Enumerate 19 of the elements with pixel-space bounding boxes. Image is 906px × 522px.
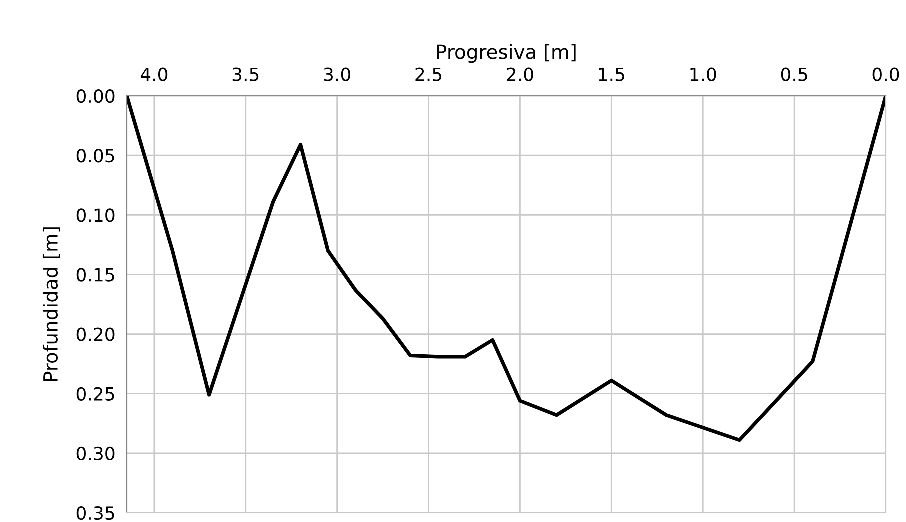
y-tick-label: 0.10 xyxy=(76,208,115,222)
y-tick-label: 0.30 xyxy=(76,446,115,461)
x-tick-label: 3.5 xyxy=(232,68,259,82)
y-axis-title: Profundidad [m] xyxy=(42,228,60,382)
y-tick-label: 0.20 xyxy=(76,328,115,342)
x-tick-label: 0.0 xyxy=(872,68,900,82)
x-tick-label: 1.5 xyxy=(599,68,624,82)
x-tick-label: 1.0 xyxy=(690,68,716,82)
x-tick-label: 4.0 xyxy=(140,68,168,82)
x-tick-label: 2.5 xyxy=(416,68,442,82)
x-tick-label: 3.0 xyxy=(324,68,350,82)
y-tick-label: 0.15 xyxy=(76,268,114,282)
x-tick-label: 2.0 xyxy=(507,68,534,82)
y-tick-label: 0.35 xyxy=(76,506,114,520)
x-axis-title: Progresiva [m] xyxy=(437,44,576,64)
y-tick-label: 0.05 xyxy=(76,149,114,163)
y-tick-label: 0.25 xyxy=(76,387,114,401)
y-tick-label: 0.00 xyxy=(76,89,115,104)
x-tick-label: 0.5 xyxy=(781,68,808,82)
